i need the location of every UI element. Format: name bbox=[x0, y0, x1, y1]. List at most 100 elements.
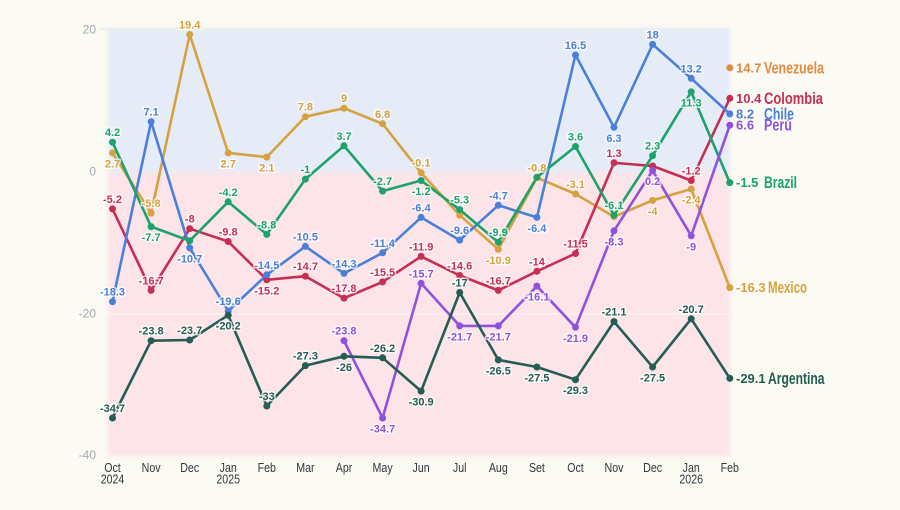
svg-text:-34.7: -34.7 bbox=[100, 403, 125, 415]
svg-text:-23.8: -23.8 bbox=[331, 326, 356, 338]
svg-text:Oct: Oct bbox=[567, 461, 584, 475]
svg-text:Dec: Dec bbox=[180, 461, 199, 475]
svg-text:Brazil: Brazil bbox=[764, 173, 797, 192]
svg-text:-23.7: -23.7 bbox=[177, 325, 202, 337]
svg-text:-4.7: -4.7 bbox=[489, 190, 508, 202]
svg-text:-21.1: -21.1 bbox=[601, 307, 626, 319]
svg-text:3.6: 3.6 bbox=[568, 132, 583, 144]
svg-text:-17.8: -17.8 bbox=[331, 283, 356, 295]
svg-text:2025: 2025 bbox=[216, 473, 240, 487]
svg-text:Mar: Mar bbox=[296, 461, 314, 475]
svg-text:-5.2: -5.2 bbox=[103, 194, 122, 206]
svg-text:-34.7: -34.7 bbox=[370, 424, 395, 436]
svg-text:-16.1: -16.1 bbox=[524, 292, 549, 304]
svg-text:-6.4: -6.4 bbox=[527, 223, 547, 235]
svg-text:-0.8: -0.8 bbox=[527, 163, 546, 175]
svg-text:-9.8: -9.8 bbox=[219, 227, 238, 239]
svg-text:-11.4: -11.4 bbox=[370, 238, 395, 250]
svg-text:Jun: Jun bbox=[413, 461, 430, 475]
svg-text:-27.5: -27.5 bbox=[640, 373, 665, 385]
svg-text:-14.3: -14.3 bbox=[331, 258, 356, 270]
svg-text:Oct: Oct bbox=[104, 461, 121, 475]
svg-text:-1.2: -1.2 bbox=[412, 186, 431, 198]
svg-text:-8.8: -8.8 bbox=[257, 219, 276, 231]
svg-text:7.8: 7.8 bbox=[298, 102, 313, 114]
svg-text:Argentina: Argentina bbox=[768, 369, 825, 388]
svg-text:-10.5: -10.5 bbox=[293, 231, 318, 243]
svg-text:Nov: Nov bbox=[142, 461, 162, 475]
svg-text:Jul: Jul bbox=[453, 461, 467, 475]
svg-text:-15.5: -15.5 bbox=[370, 267, 395, 279]
svg-text:Colombia: Colombia bbox=[764, 89, 823, 108]
svg-text:-29.1: -29.1 bbox=[736, 371, 766, 386]
svg-text:1.3: 1.3 bbox=[606, 148, 621, 160]
svg-text:-6.4: -6.4 bbox=[412, 202, 432, 214]
svg-text:7.1: 7.1 bbox=[143, 107, 158, 119]
svg-text:-20.7: -20.7 bbox=[679, 304, 704, 316]
svg-text:Dec: Dec bbox=[643, 461, 662, 475]
svg-text:-2.7: -2.7 bbox=[373, 176, 392, 188]
svg-text:-26.5: -26.5 bbox=[486, 365, 511, 377]
svg-text:0: 0 bbox=[89, 165, 96, 179]
svg-text:-9: -9 bbox=[686, 241, 696, 253]
svg-text:6.3: 6.3 bbox=[606, 133, 621, 145]
svg-text:-33: -33 bbox=[259, 391, 275, 403]
svg-text:-5.3: -5.3 bbox=[450, 195, 469, 207]
svg-text:13.2: 13.2 bbox=[680, 63, 701, 75]
svg-text:10.4: 10.4 bbox=[736, 91, 762, 106]
svg-text:20: 20 bbox=[83, 23, 97, 37]
svg-text:-16.3: -16.3 bbox=[736, 280, 766, 295]
svg-text:-21.7: -21.7 bbox=[486, 331, 511, 343]
svg-text:-1: -1 bbox=[301, 164, 311, 176]
svg-text:4.2: 4.2 bbox=[105, 127, 120, 139]
svg-text:6.8: 6.8 bbox=[375, 109, 390, 121]
svg-text:-8.3: -8.3 bbox=[605, 236, 624, 248]
svg-text:18: 18 bbox=[646, 29, 658, 41]
svg-text:-18.3: -18.3 bbox=[100, 287, 125, 299]
svg-text:-9.9: -9.9 bbox=[489, 227, 508, 239]
svg-text:0.2: 0.2 bbox=[645, 176, 660, 188]
svg-text:-0.1: -0.1 bbox=[412, 158, 431, 170]
svg-text:9: 9 bbox=[341, 93, 347, 105]
svg-text:-6.1: -6.1 bbox=[605, 200, 624, 212]
svg-text:-11.5: -11.5 bbox=[563, 239, 587, 251]
svg-text:2026: 2026 bbox=[679, 473, 703, 487]
svg-text:-11.9: -11.9 bbox=[409, 241, 433, 253]
svg-text:2.7: 2.7 bbox=[105, 158, 120, 170]
svg-text:Jan: Jan bbox=[220, 461, 237, 475]
svg-text:Set: Set bbox=[529, 461, 545, 475]
svg-text:2024: 2024 bbox=[101, 473, 125, 487]
svg-text:11.3: 11.3 bbox=[681, 97, 702, 109]
svg-text:-20: -20 bbox=[79, 306, 97, 320]
svg-text:-9.6: -9.6 bbox=[450, 225, 469, 237]
svg-text:Feb: Feb bbox=[721, 461, 739, 475]
svg-text:-2.4: -2.4 bbox=[682, 195, 702, 207]
svg-text:Aug: Aug bbox=[489, 461, 508, 475]
svg-text:-21.7: -21.7 bbox=[447, 331, 472, 343]
svg-text:2.1: 2.1 bbox=[259, 163, 274, 175]
svg-text:8.2: 8.2 bbox=[736, 106, 754, 121]
svg-text:Chile: Chile bbox=[764, 104, 794, 123]
svg-text:-15.2: -15.2 bbox=[254, 285, 279, 297]
svg-text:-30.9: -30.9 bbox=[409, 397, 434, 409]
svg-text:Feb: Feb bbox=[258, 461, 276, 475]
svg-text:Apr: Apr bbox=[336, 461, 353, 475]
svg-text:14.7: 14.7 bbox=[736, 60, 761, 75]
svg-text:Venezuela: Venezuela bbox=[764, 58, 824, 77]
svg-text:-26: -26 bbox=[336, 362, 352, 374]
svg-text:Mexico: Mexico bbox=[768, 278, 807, 297]
svg-text:Nov: Nov bbox=[605, 461, 625, 475]
svg-text:-23.8: -23.8 bbox=[139, 326, 164, 338]
svg-text:-14.6: -14.6 bbox=[447, 261, 472, 273]
svg-text:2.7: 2.7 bbox=[221, 158, 236, 170]
svg-text:-29.3: -29.3 bbox=[563, 385, 588, 397]
svg-text:6.6: 6.6 bbox=[736, 118, 754, 133]
svg-text:2.3: 2.3 bbox=[645, 141, 660, 153]
svg-text:-4.2: -4.2 bbox=[219, 187, 238, 199]
svg-text:-1.2: -1.2 bbox=[682, 166, 701, 178]
svg-text:-20.2: -20.2 bbox=[216, 321, 241, 333]
svg-text:16.5: 16.5 bbox=[565, 40, 586, 52]
svg-text:-5.8: -5.8 bbox=[142, 198, 161, 210]
svg-text:-1.5: -1.5 bbox=[736, 175, 758, 190]
svg-text:-26.2: -26.2 bbox=[370, 343, 395, 355]
